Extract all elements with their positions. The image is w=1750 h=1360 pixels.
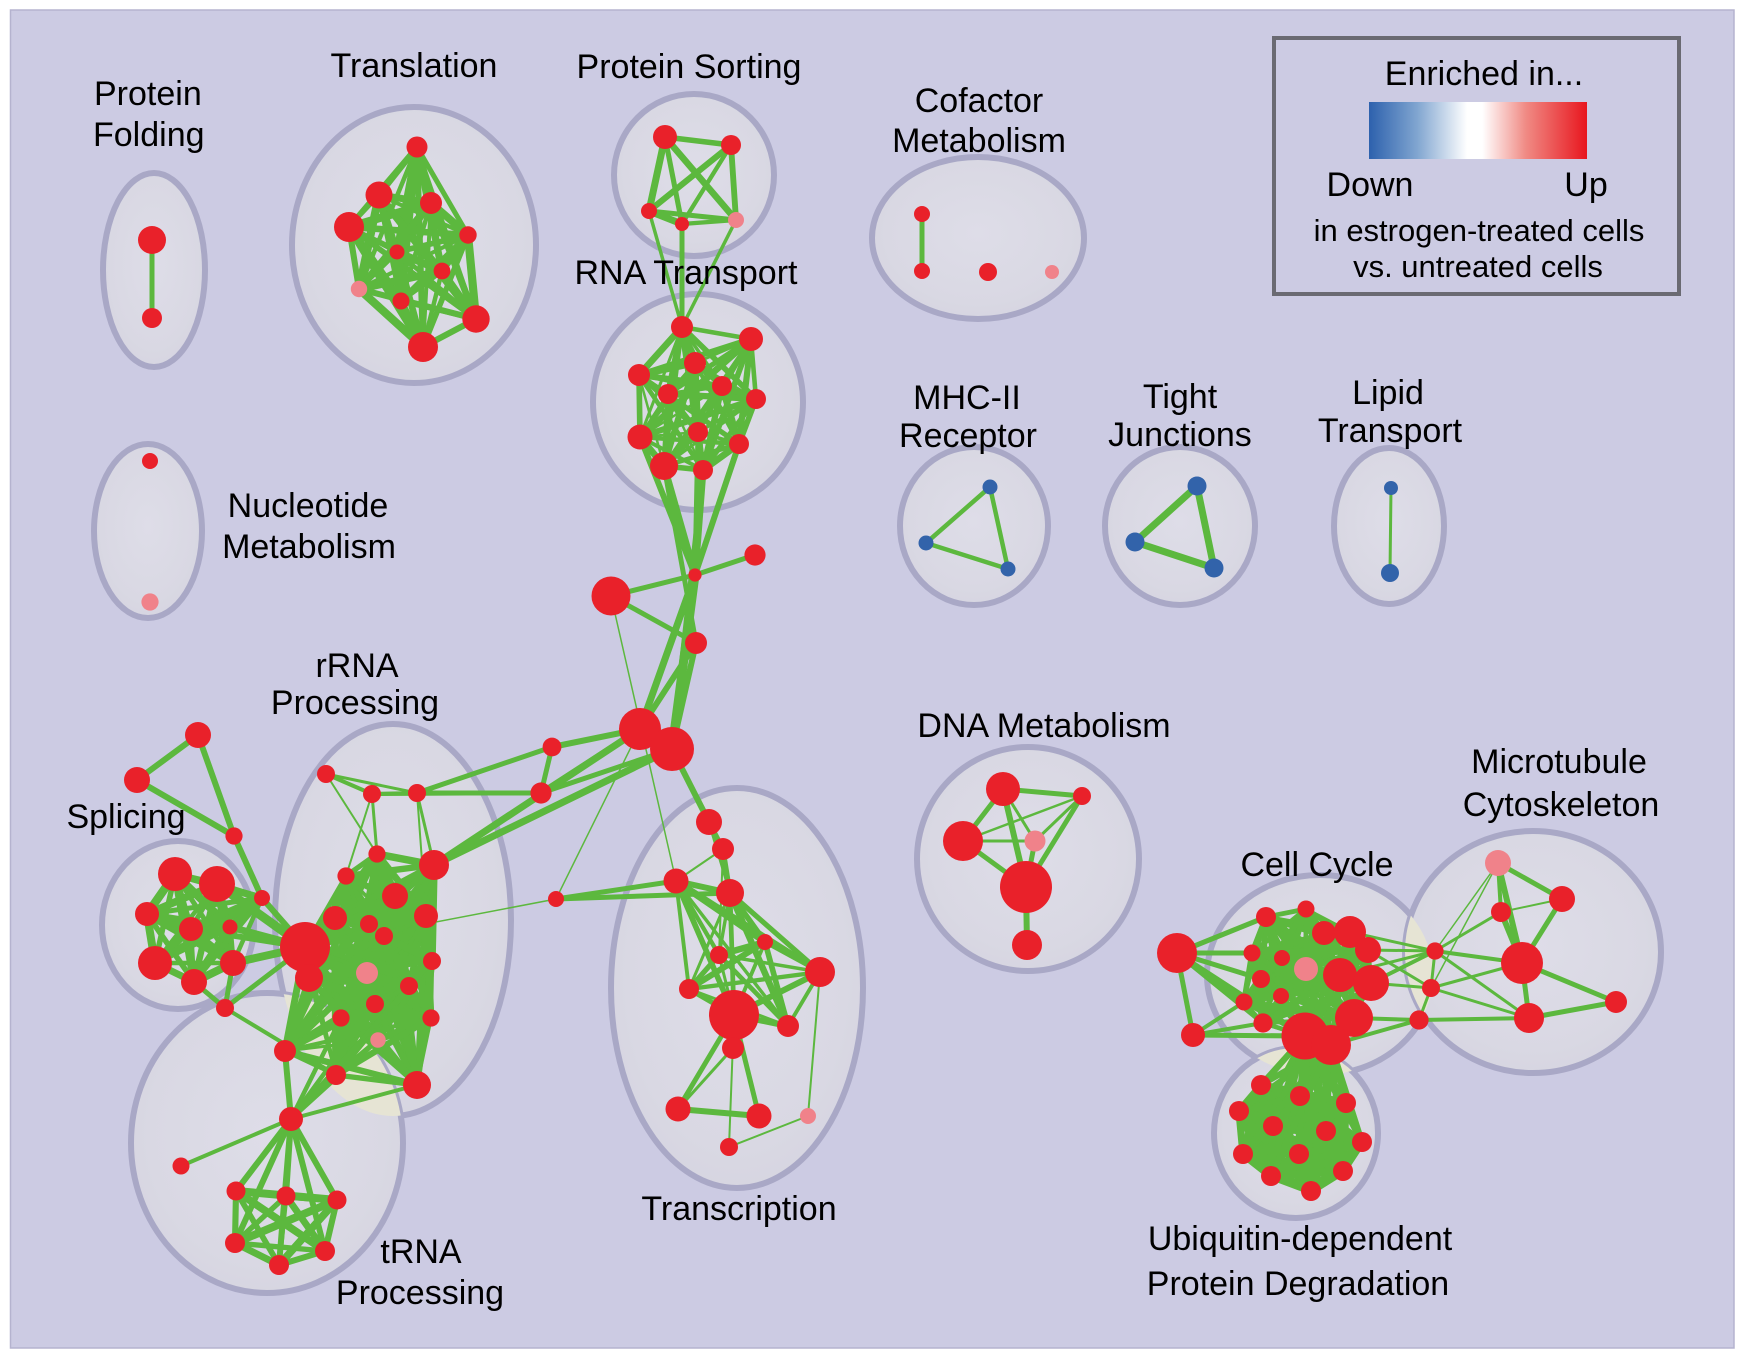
svg-text:Processing: Processing [271,684,439,722]
svg-text:vs. untreated cells: vs. untreated cells [1353,249,1603,284]
svg-text:in estrogen-treated cells: in estrogen-treated cells [1314,213,1645,248]
svg-text:Transport: Transport [1318,412,1463,450]
svg-text:Up: Up [1564,166,1607,204]
svg-text:tRNA: tRNA [380,1233,462,1271]
svg-text:Enriched in...: Enriched in... [1385,55,1583,93]
svg-text:Metabolism: Metabolism [892,122,1066,160]
svg-text:MHC-II: MHC-II [913,379,1021,417]
svg-text:Cofactor: Cofactor [915,82,1044,120]
svg-text:Protein Sorting: Protein Sorting [577,48,802,86]
svg-text:Down: Down [1327,166,1414,204]
svg-text:Cytoskeleton: Cytoskeleton [1463,786,1660,824]
svg-text:Translation: Translation [331,47,498,85]
svg-text:Transcription: Transcription [641,1190,836,1228]
svg-text:Cell Cycle: Cell Cycle [1240,846,1393,884]
svg-text:rRNA: rRNA [315,647,398,685]
svg-text:Processing: Processing [336,1274,504,1312]
svg-text:Nucleotide: Nucleotide [228,487,389,525]
svg-text:Junctions: Junctions [1108,416,1252,454]
svg-text:Protein Degradation: Protein Degradation [1147,1265,1449,1303]
svg-text:Protein: Protein [94,75,202,113]
svg-text:Folding: Folding [93,116,205,154]
svg-text:Ubiquitin-dependent: Ubiquitin-dependent [1148,1220,1453,1258]
svg-text:Microtubule: Microtubule [1471,743,1647,781]
svg-text:Lipid: Lipid [1352,374,1424,412]
svg-text:RNA Transport: RNA Transport [575,254,799,292]
svg-text:Receptor: Receptor [899,417,1037,455]
svg-text:Tight: Tight [1143,378,1218,416]
svg-text:Splicing: Splicing [66,798,185,836]
svg-text:Metabolism: Metabolism [222,528,396,566]
svg-text:DNA Metabolism: DNA Metabolism [917,707,1170,745]
